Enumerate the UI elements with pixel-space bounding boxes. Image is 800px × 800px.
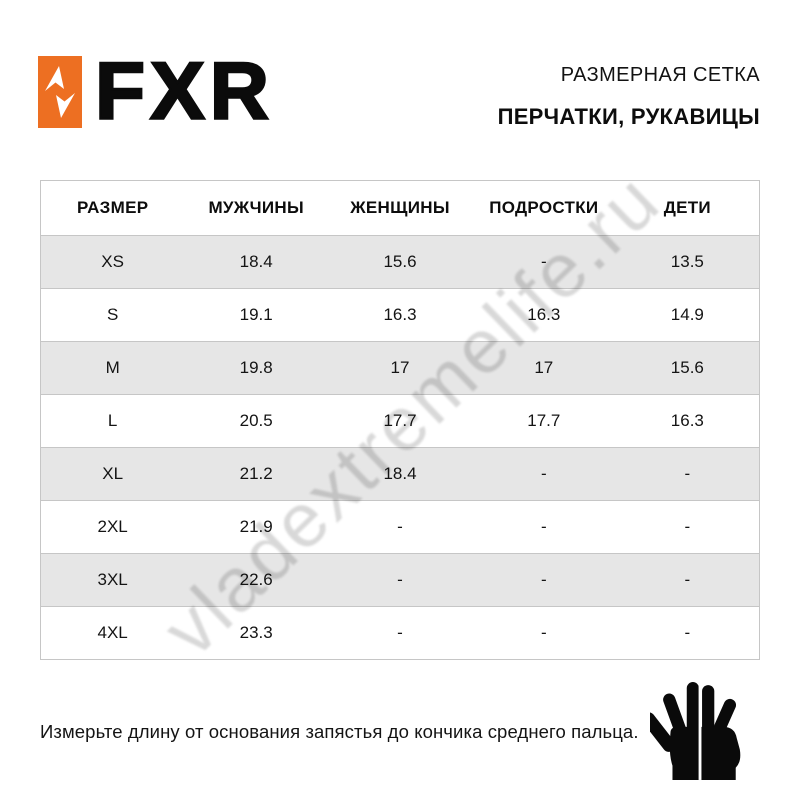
brand-logo: FXR <box>38 46 274 137</box>
value-cell: - <box>471 235 616 289</box>
value-cell: - <box>471 606 616 660</box>
value-cell: 22.6 <box>184 553 329 607</box>
header: РАЗМЕРНАЯ СЕТКА ПЕРЧАТКИ, РУКАВИЦЫ <box>498 64 760 130</box>
table-row: XL 21.2 18.4 - - <box>40 447 760 501</box>
column-header-men: МУЖЧИНЫ <box>184 180 329 236</box>
brand-wordmark: FXR <box>94 46 274 137</box>
page-subtitle: ПЕРЧАТКИ, РУКАВИЦЫ <box>497 104 760 129</box>
value-cell: 23.3 <box>184 606 329 660</box>
size-cell: XS <box>40 235 185 289</box>
glove-hand-icon <box>650 681 741 780</box>
value-cell: - <box>615 500 760 554</box>
value-cell: 21.2 <box>184 447 329 501</box>
table-row: 4XL 23.3 - - - <box>40 606 760 660</box>
page-title: РАЗМЕРНАЯ СЕТКА <box>560 64 760 86</box>
size-cell: 3XL <box>40 553 185 607</box>
size-cell: 2XL <box>40 500 185 554</box>
value-cell: - <box>471 447 616 501</box>
size-cell: M <box>40 341 185 395</box>
value-cell: 17 <box>328 341 472 395</box>
value-cell: 16.3 <box>328 288 472 342</box>
value-cell: - <box>471 500 616 554</box>
value-cell: 17.7 <box>471 394 616 448</box>
column-header-women: ЖЕНЩИНЫ <box>328 180 472 236</box>
value-cell: 15.6 <box>615 341 760 395</box>
table-row: M 19.8 17 17 15.6 <box>40 341 760 395</box>
value-cell: 17 <box>471 341 616 395</box>
column-header-kids: ДЕТИ <box>615 180 760 236</box>
value-cell: 17.7 <box>328 394 472 448</box>
value-cell: 15.6 <box>328 235 472 289</box>
table-header-row: РАЗМЕР МУЖЧИНЫ ЖЕНЩИНЫ ПОДРОСТКИ ДЕТИ <box>40 180 760 236</box>
value-cell: - <box>615 447 760 501</box>
value-cell: - <box>328 500 472 554</box>
size-cell: S <box>40 288 185 342</box>
value-cell: - <box>615 606 760 660</box>
value-cell: 16.3 <box>471 288 616 342</box>
value-cell: 18.4 <box>184 235 329 289</box>
value-cell: 16.3 <box>615 394 760 448</box>
table-row: 2XL 21.9 - - - <box>40 500 760 554</box>
column-header-size: РАЗМЕР <box>40 180 185 236</box>
value-cell: 19.8 <box>184 341 329 395</box>
table-row: 3XL 22.6 - - - <box>40 553 760 607</box>
value-cell: - <box>471 553 616 607</box>
value-cell: - <box>328 606 472 660</box>
table-row: S 19.1 16.3 16.3 14.9 <box>40 288 760 342</box>
value-cell: 20.5 <box>184 394 329 448</box>
size-cell: XL <box>40 447 185 501</box>
measurement-note: Измерьте длину от основания запястья до … <box>40 721 639 742</box>
value-cell: 13.5 <box>615 235 760 289</box>
value-cell: - <box>328 553 472 607</box>
size-cell: 4XL <box>40 606 185 660</box>
value-cell: 18.4 <box>328 447 472 501</box>
value-cell: 21.9 <box>184 500 329 554</box>
value-cell: 14.9 <box>615 288 760 342</box>
table-row: XS 18.4 15.6 - 13.5 <box>40 235 760 289</box>
fxr-shard-icon <box>38 56 82 128</box>
column-header-youth: ПОДРОСТКИ <box>471 180 616 236</box>
size-table: РАЗМЕР МУЖЧИНЫ ЖЕНЩИНЫ ПОДРОСТКИ ДЕТИ XS… <box>40 180 760 660</box>
value-cell: - <box>615 553 760 607</box>
size-cell: L <box>40 394 185 448</box>
table-row: L 20.5 17.7 17.7 16.3 <box>40 394 760 448</box>
value-cell: 19.1 <box>184 288 329 342</box>
